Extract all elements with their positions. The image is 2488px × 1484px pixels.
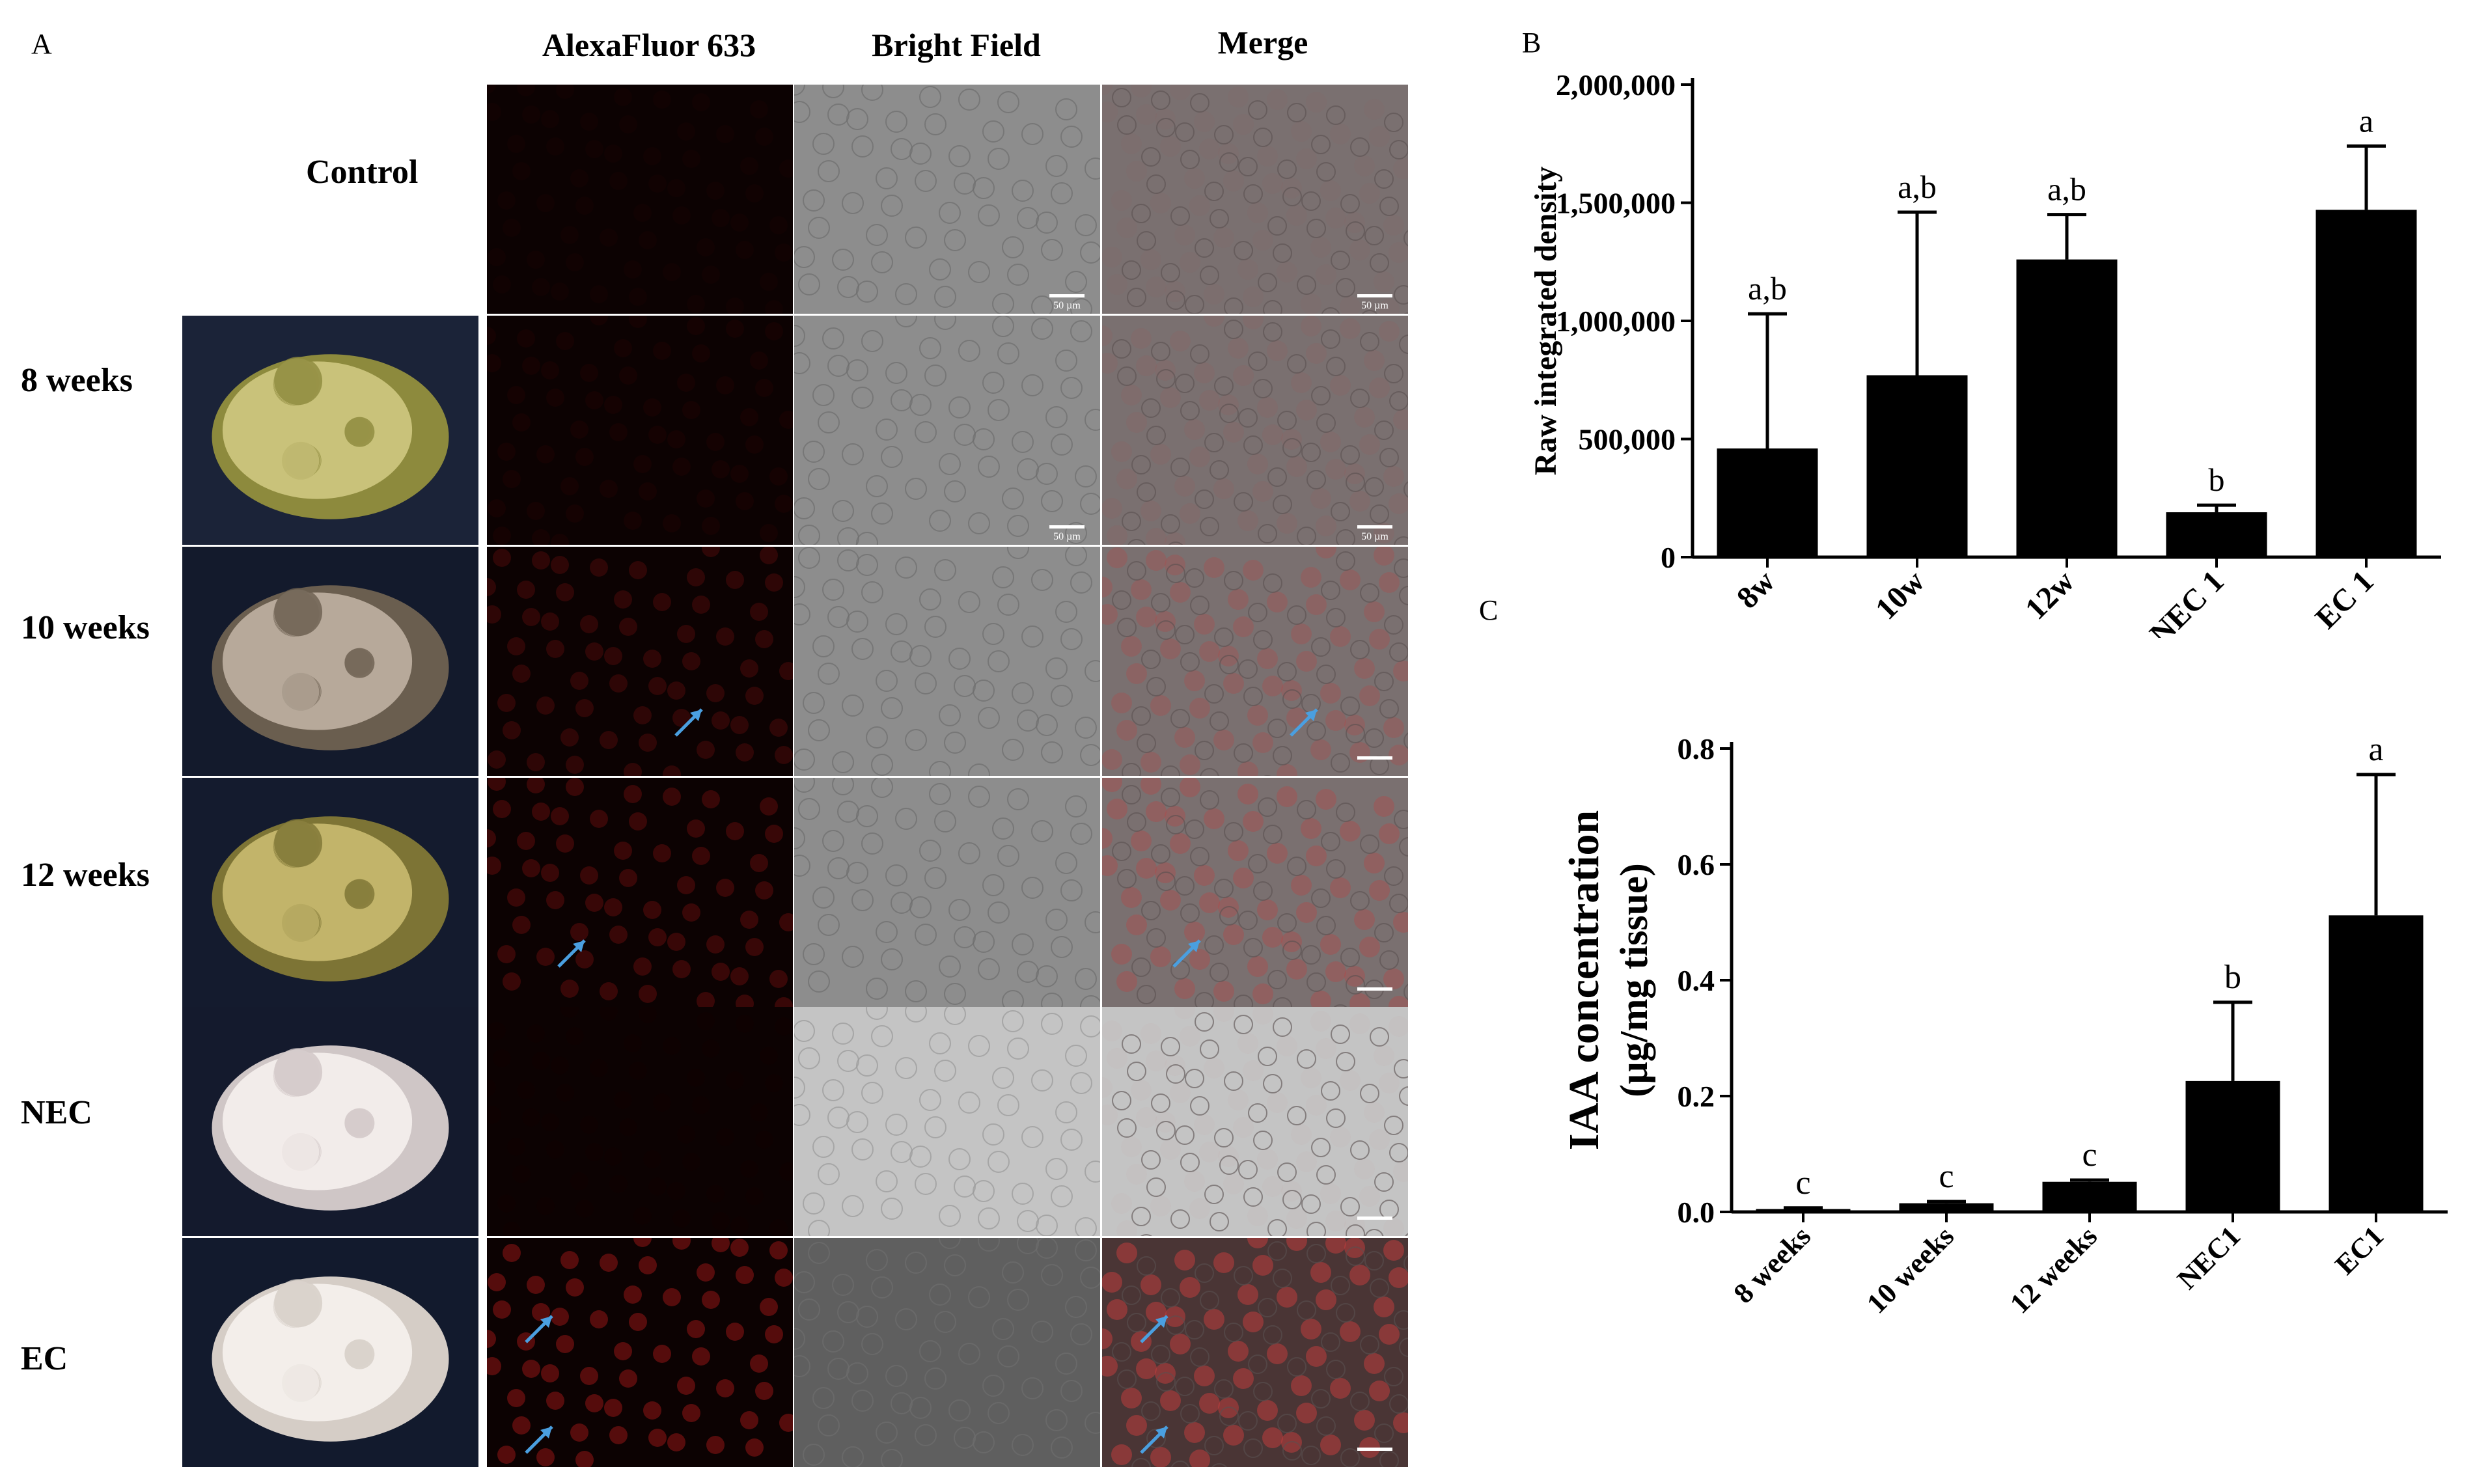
x-tick-label: EC 1 [2309, 564, 2381, 635]
bar [1756, 1209, 1851, 1212]
bar [1717, 448, 1818, 557]
y-tick-label: 500,000 [1579, 423, 1676, 456]
bar [2329, 915, 2424, 1212]
significance-label: a,b [1898, 169, 1937, 205]
micrograph-merge-8-weeks: 50 µm [1102, 316, 1408, 545]
significance-label: a,b [2047, 171, 2086, 208]
bar [2166, 512, 2267, 557]
x-tick-label: NEC 1 [2143, 564, 2231, 638]
micrograph-photo-nec [182, 1007, 478, 1236]
significance-label: a,b [1748, 270, 1787, 307]
row-label-nec: NEC [21, 1094, 92, 1131]
bar [2016, 259, 2118, 557]
row-label-10-weeks: 10 weeks [21, 609, 150, 646]
x-tick-label: 10w [1869, 564, 1931, 626]
y-tick-label: 0.6 [1678, 848, 1715, 881]
bar [1866, 375, 1968, 557]
row-label-8-weeks: 8 weeks [21, 362, 133, 399]
micrograph-photo-8-weeks [182, 316, 478, 545]
x-tick-label: 12w [2019, 564, 2081, 626]
bar [2185, 1080, 2280, 1212]
column-header-bright-field: Bright Field [872, 27, 1041, 63]
y-tick-label: 0 [1661, 541, 1676, 574]
micrograph-merge-10-weeks [1102, 547, 1408, 776]
micrograph-alexafluor-10-weeks [487, 547, 793, 776]
x-tick-label: 10 weeks [1860, 1220, 1960, 1319]
micrograph-photo-10-weeks [182, 547, 478, 776]
row-label-12-weeks: 12 weeks [21, 857, 150, 894]
svg-text:50 µm: 50 µm [1053, 300, 1081, 311]
y-tick-label: 0.0 [1678, 1196, 1715, 1229]
micrograph-merge-ec [1102, 1238, 1408, 1467]
significance-label: b [2209, 461, 2225, 498]
panel-c-letter: C [1479, 594, 1499, 626]
micrograph-brightfield-10-weeks [794, 547, 1100, 776]
micrograph-photo-12-weeks [182, 778, 478, 1007]
significance-label: a [2359, 102, 2373, 139]
micrograph-brightfield-12-weeks [794, 778, 1100, 1007]
bar [1899, 1203, 1994, 1212]
y-axis-unit: (µg/mg tissue) [1612, 863, 1655, 1097]
micrograph-alexafluor-control [487, 85, 793, 314]
micrograph-photo-ec [182, 1238, 478, 1467]
y-tick-label: 2,000,000 [1556, 68, 1676, 102]
panel-b-letter: B [1522, 27, 1541, 59]
svg-text:50 µm: 50 µm [1053, 531, 1081, 542]
row-label-ec: EC [21, 1340, 68, 1377]
y-tick-label: 1,500,000 [1556, 187, 1676, 220]
micrograph-merge-nec [1102, 1007, 1408, 1236]
significance-label: c [1939, 1158, 1954, 1195]
significance-label: c [2082, 1136, 2097, 1174]
column-header-alexafluor: AlexaFluor 633 [542, 27, 756, 63]
bar [2042, 1181, 2137, 1212]
x-tick-label: EC1 [2329, 1220, 2390, 1280]
chart-c-iaa-concentration: 0.0 0.2 0.4 0.6 0.8 c 8 weeks c 10 weeks c 12 week… [1560, 731, 2448, 1319]
panel-a-letter: A [31, 28, 52, 60]
row-label-control: Control [306, 154, 419, 191]
micrograph-brightfield-8-weeks: 50 µm [794, 316, 1100, 545]
micrograph-brightfield-ec [794, 1238, 1100, 1467]
micrograph-alexafluor-12-weeks [487, 778, 793, 1007]
significance-label: b [2224, 959, 2241, 996]
y-tick-label: 0.2 [1678, 1080, 1715, 1113]
micrograph-merge-12-weeks [1102, 778, 1408, 1007]
y-axis-label: Raw integrated density [1528, 167, 1563, 476]
micrograph-brightfield-control: 50 µm [794, 85, 1100, 314]
y-tick-label: 1,000,000 [1556, 305, 1676, 338]
micrograph-brightfield-nec [794, 1007, 1100, 1236]
y-axis-label: IAA concentration [1560, 810, 1608, 1150]
micrograph-alexafluor-8-weeks [487, 316, 793, 545]
column-header-merge: Merge [1217, 24, 1308, 61]
x-tick-label: 12 weeks [2004, 1220, 2103, 1319]
chart-b-raw-integrated-density: 0 500,000 1,000,000 1,500,000 2,000,000 a,b 8w… [1528, 68, 2441, 638]
x-tick-label: 8 weeks [1728, 1220, 1817, 1309]
svg-text:50 µm: 50 µm [1361, 300, 1389, 311]
x-tick-label: NEC1 [2171, 1220, 2246, 1295]
micrograph-alexafluor-ec [487, 1238, 793, 1467]
micrograph-alexafluor-nec [487, 1007, 793, 1236]
y-tick-label: 0.8 [1678, 732, 1715, 765]
x-tick-label: 8w [1730, 564, 1782, 615]
micrograph-merge-control: 50 µm [1102, 85, 1408, 314]
significance-label: a [2368, 731, 2383, 768]
svg-text:50 µm: 50 µm [1361, 531, 1389, 542]
y-tick-label: 0.4 [1678, 964, 1715, 997]
significance-label: c [1795, 1164, 1810, 1202]
bar [2315, 210, 2417, 557]
